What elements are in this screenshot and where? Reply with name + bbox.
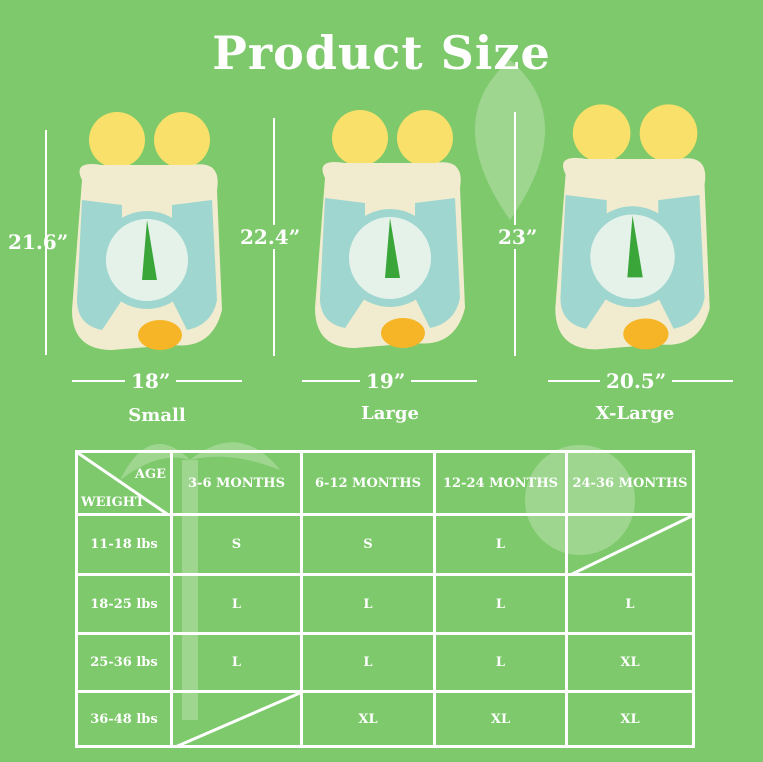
size-cell: S [170,513,303,576]
leaf-decoration-icon [475,60,545,220]
empty-cell [565,513,695,576]
size-label-large: Large [361,403,419,424]
size-cell: XL [433,690,568,748]
swim-float-large-image [315,110,465,348]
height-large: 22.4” [240,225,301,249]
weight-cell: 11-18 lbs [75,513,173,576]
size-cell: XL [300,690,436,748]
column-header: 12-24 MONTHS [433,450,568,516]
size-cell: L [300,632,436,693]
size-label-small: Small [128,405,186,426]
table-header-row: AGE WEIGHT 3-6 MONTHS 6-12 MONTHS 12-24 … [75,450,695,516]
size-label-xlarge: X-Large [595,403,675,424]
column-header: 6-12 MONTHS [300,450,436,516]
table-row: 25-36 lbs L L L XL [75,632,695,693]
size-cell: L [565,573,695,635]
size-cell: S [300,513,436,576]
size-cell: L [433,632,568,693]
size-cell: XL [565,632,695,693]
size-cell: L [170,632,303,693]
size-cell: L [300,573,436,635]
width-large: 19” [360,369,412,393]
size-cell: L [433,513,568,576]
height-xlarge: 23” [498,225,538,249]
swim-float-small-image [72,112,222,350]
size-cell: L [433,573,568,635]
weight-cell: 18-25 lbs [75,573,173,635]
height-small: 21.6” [8,230,69,254]
page-title: Product Size [212,26,551,80]
width-small: 18” [125,369,177,393]
column-header: 24-36 MONTHS [565,450,695,516]
table-row: 11-18 lbs S S L [75,513,695,576]
empty-cell [170,690,303,748]
size-cell: XL [565,690,695,748]
weight-label: WEIGHT [81,495,145,510]
age-label: AGE [134,467,166,482]
corner-cell: AGE WEIGHT [75,450,173,516]
column-header: 3-6 MONTHS [170,450,303,516]
table-row: 18-25 lbs L L L L [75,573,695,635]
size-cell: L [170,573,303,635]
weight-cell: 36-48 lbs [75,690,173,748]
height-line [45,130,47,355]
size-chart-table: AGE WEIGHT 3-6 MONTHS 6-12 MONTHS 12-24 … [75,450,695,748]
swim-float-xlarge-image [555,104,710,350]
width-xlarge: 20.5” [600,369,673,393]
weight-cell: 25-36 lbs [75,632,173,693]
table-row: 36-48 lbs XL XL XL [75,690,695,748]
